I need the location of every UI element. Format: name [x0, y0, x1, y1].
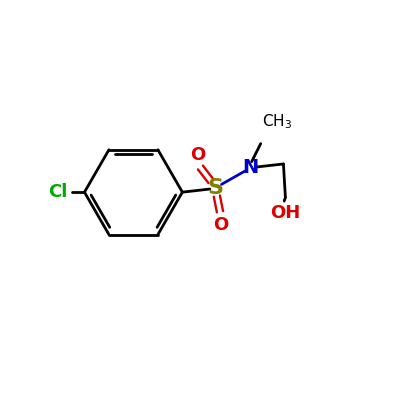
Text: S: S	[208, 178, 224, 198]
Text: Cl: Cl	[48, 183, 68, 201]
Text: N: N	[242, 158, 258, 177]
Text: OH: OH	[270, 204, 300, 222]
Text: O: O	[213, 216, 228, 234]
Text: O: O	[190, 146, 206, 164]
Text: CH$_3$: CH$_3$	[262, 112, 292, 131]
